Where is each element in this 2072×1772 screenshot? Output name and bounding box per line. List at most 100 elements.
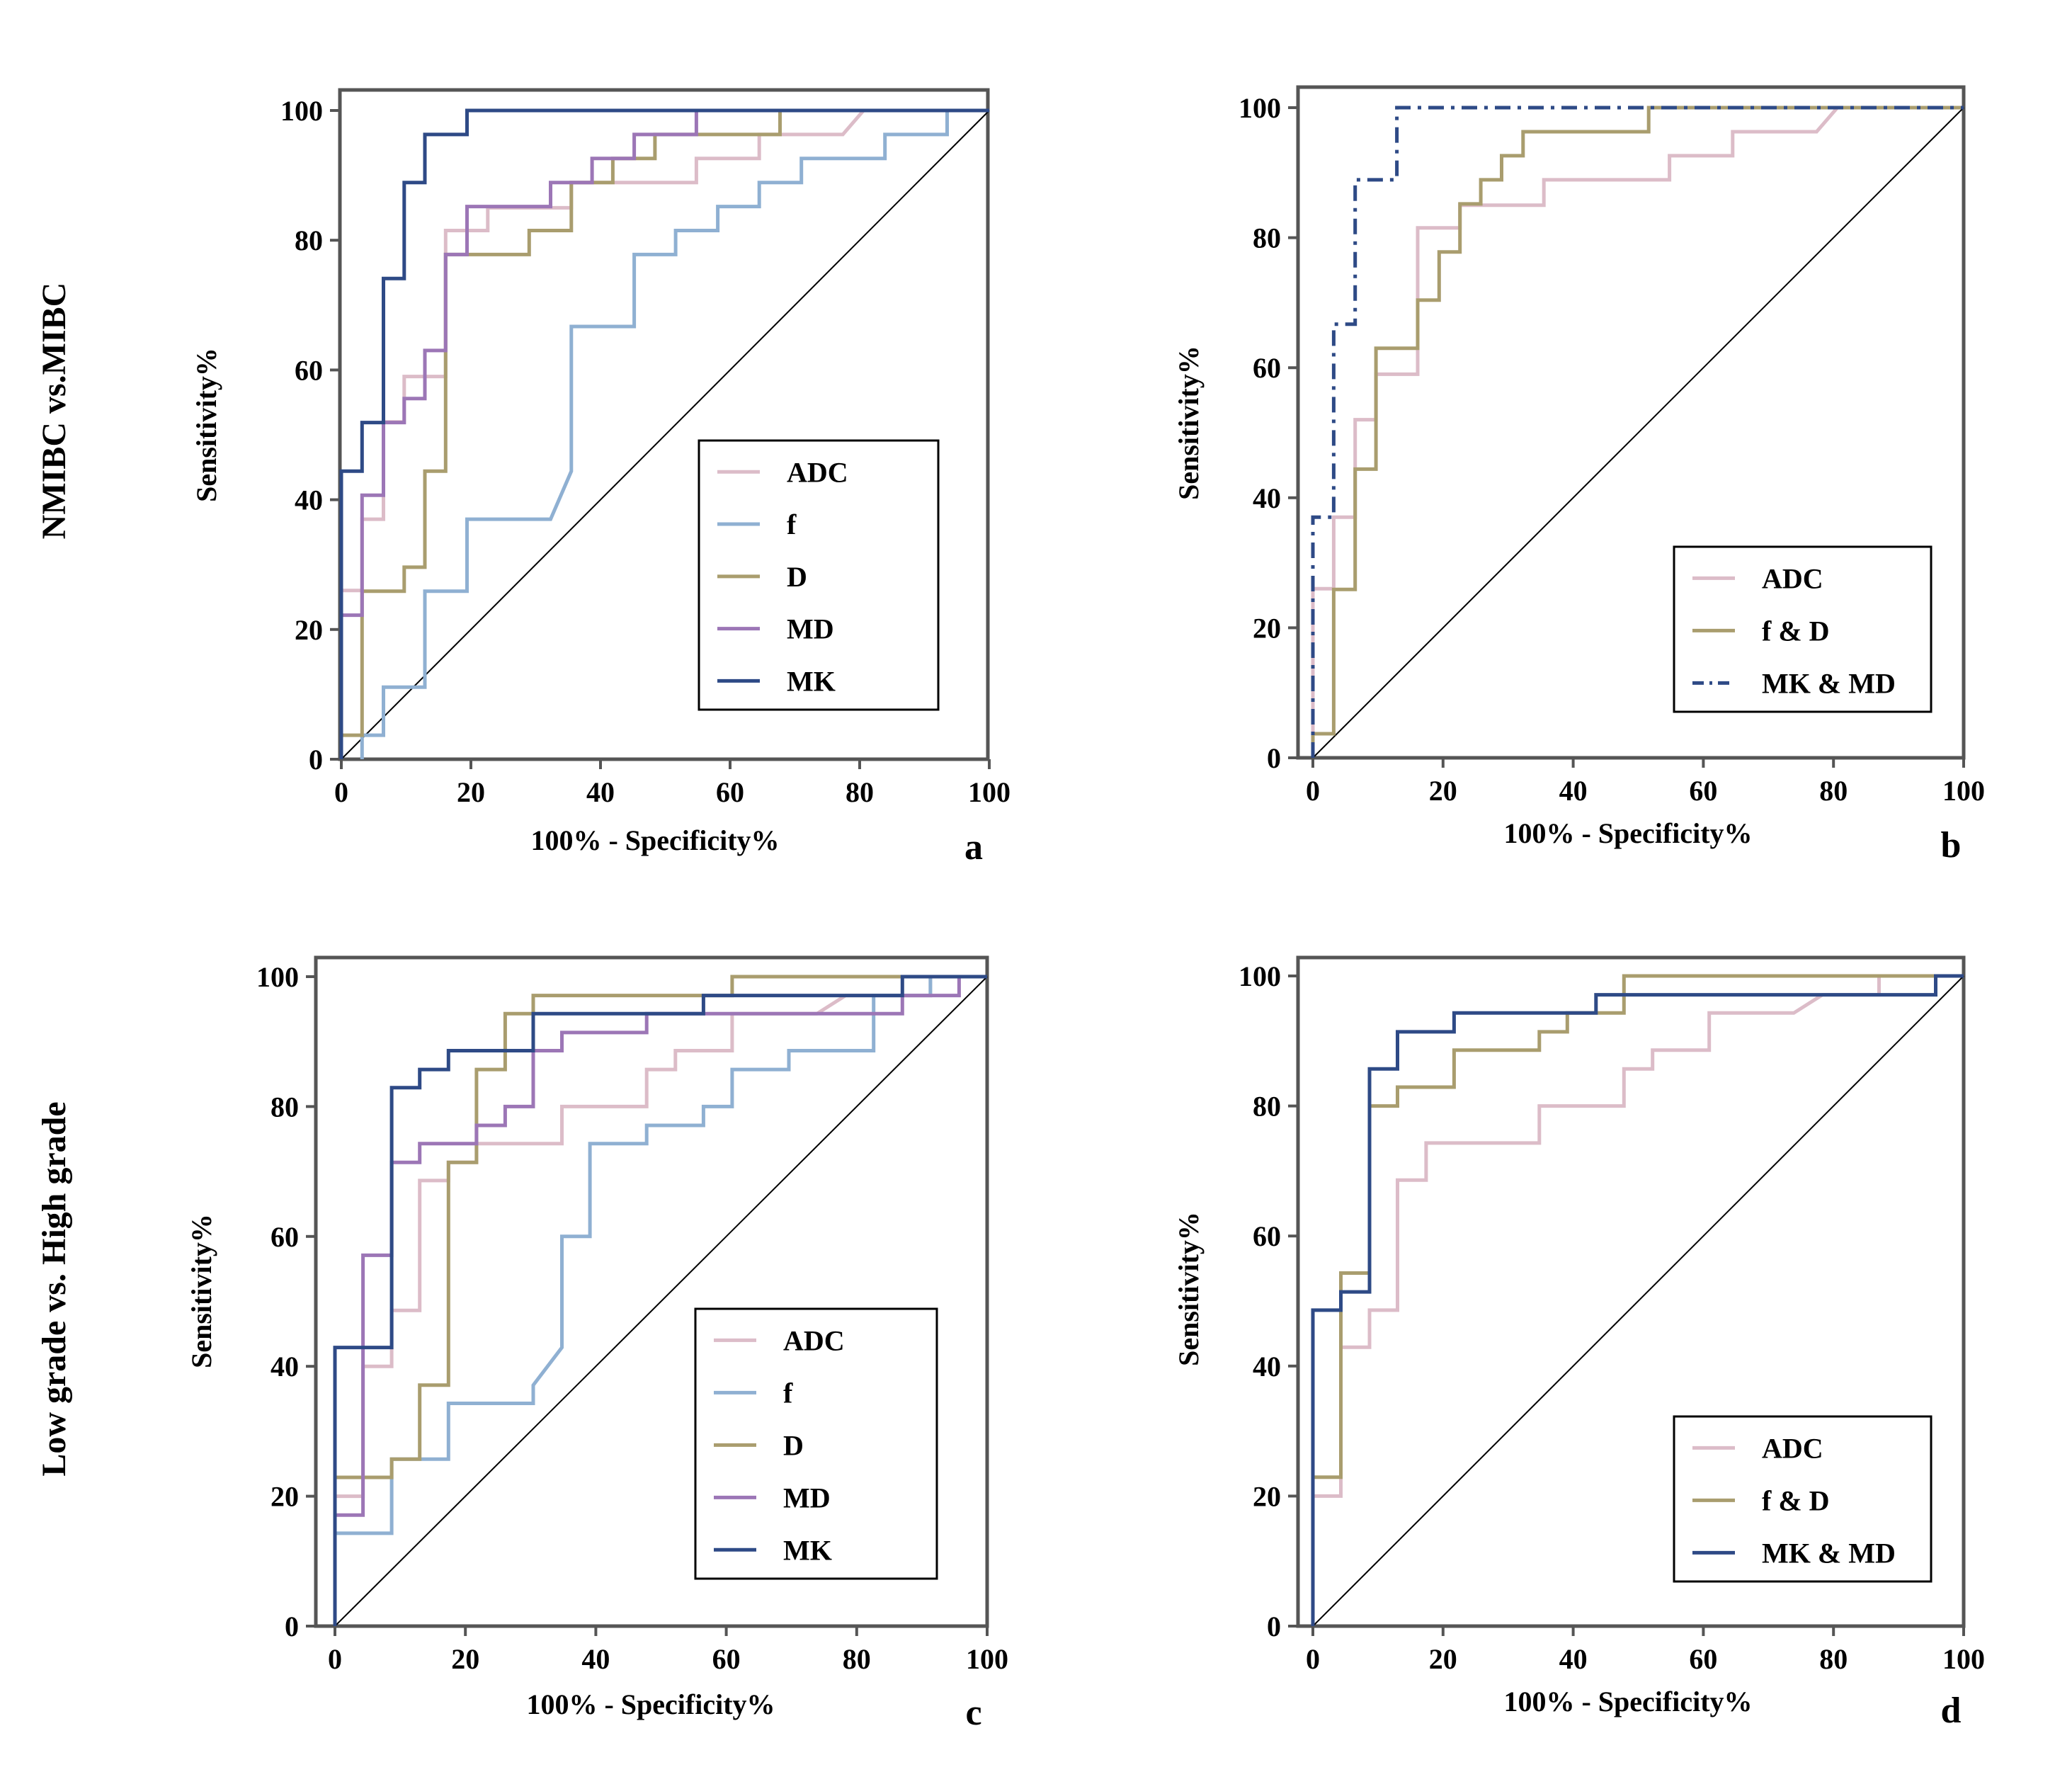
y-tick-label: 60 bbox=[1253, 352, 1281, 384]
x-tick-label: 0 bbox=[328, 1643, 342, 1675]
legend-label: f bbox=[783, 1377, 793, 1409]
chart-panel-c: 0 20 40 60 80 100 0 20 40 60 80 100 100% - Specifici… bbox=[186, 955, 1008, 1733]
x-axis-title: 100% - Specificity% bbox=[526, 1688, 775, 1720]
series-line-f bbox=[360, 108, 989, 759]
x-tick-label: 20 bbox=[451, 1643, 479, 1675]
y-tick-label: 40 bbox=[295, 484, 323, 516]
row-label-top: NMIBC vs.MIBC bbox=[35, 283, 73, 540]
series-line-mk-md bbox=[1311, 974, 1964, 1626]
legend: ADC fD MD MK bbox=[694, 1307, 938, 1580]
y-tick-label: 0 bbox=[285, 1611, 299, 1642]
chart-panel-b: 0 20 40 60 80 100 0 20 40 60 80 100 100% - Specifici… bbox=[1173, 85, 1985, 865]
x-tick-label: 80 bbox=[843, 1643, 871, 1675]
panel-letter: a bbox=[964, 827, 983, 868]
x-tick-label: 100 bbox=[1942, 1643, 1985, 1675]
y-tick-label: 100 bbox=[1239, 92, 1281, 124]
legend: ADC f & D MK & MD bbox=[1673, 545, 1932, 713]
series-line-d bbox=[339, 108, 989, 759]
x-tick-label: 40 bbox=[581, 1643, 610, 1675]
y-axis-title: Sensitivity% bbox=[190, 348, 222, 502]
y-tick-label: 20 bbox=[295, 614, 323, 646]
y-tick-label: 80 bbox=[1253, 1091, 1281, 1123]
series-line-mk-md bbox=[1311, 106, 1964, 758]
reference-diagonal bbox=[1312, 107, 1964, 759]
chart-panel-a: 0 20 40 60 80 100 0 20 40 60 80 100 100% - Specifici… bbox=[190, 88, 1011, 868]
y-tick-label: 20 bbox=[1253, 612, 1281, 644]
legend-label: ADC bbox=[1762, 562, 1823, 594]
legend-label: D bbox=[783, 1429, 804, 1461]
y-tick-label: 100 bbox=[1239, 960, 1281, 992]
y-tick-label: 100 bbox=[280, 95, 323, 127]
x-tick-label: 100 bbox=[966, 1643, 1008, 1675]
legend-label: MD bbox=[787, 613, 834, 645]
panels: 0 20 40 60 80 100 0 20 40 60 80 100 100% - Specifici… bbox=[186, 85, 1985, 1733]
x-tick-label: 20 bbox=[1429, 775, 1457, 807]
y-tick-label: 40 bbox=[271, 1351, 299, 1382]
x-tick-label: 40 bbox=[586, 776, 615, 808]
series-line-d bbox=[333, 975, 987, 1626]
series-line-mk bbox=[333, 975, 987, 1626]
x-tick-label: 0 bbox=[1306, 1643, 1320, 1675]
legend-label: ADC bbox=[1762, 1432, 1823, 1464]
y-tick-label: 80 bbox=[271, 1091, 299, 1123]
plot-frame bbox=[1296, 955, 1966, 1628]
legend: ADC fD MD MK bbox=[698, 439, 940, 711]
legend-label: ADC bbox=[787, 456, 848, 488]
reference-diagonal bbox=[334, 976, 988, 1627]
series-line-f-d bbox=[1311, 106, 1964, 758]
y-tick-label: 100 bbox=[256, 961, 299, 993]
plot-frame bbox=[314, 955, 989, 1628]
x-axis-title: 100% - Specificity% bbox=[1503, 1686, 1752, 1717]
legend-label: MK bbox=[787, 665, 836, 697]
y-tick-label: 80 bbox=[295, 225, 323, 256]
panel-letter: c bbox=[965, 1693, 981, 1733]
x-tick-label: 80 bbox=[1819, 775, 1848, 807]
y-tick-label: 0 bbox=[1267, 1611, 1281, 1642]
panel-letter: b bbox=[1941, 825, 1962, 865]
y-tick-label: 60 bbox=[1253, 1220, 1281, 1252]
series-line-mk bbox=[339, 108, 989, 759]
x-tick-label: 20 bbox=[1429, 1643, 1457, 1675]
y-tick-label: 40 bbox=[1253, 1351, 1281, 1382]
x-tick-label: 60 bbox=[716, 776, 744, 808]
series-line-adc bbox=[339, 108, 989, 759]
x-axis-title: 100% - Specificity% bbox=[530, 824, 779, 856]
y-tick-label: 0 bbox=[309, 744, 323, 776]
x-tick-label: 40 bbox=[1559, 1643, 1588, 1675]
x-tick-label: 80 bbox=[1819, 1643, 1848, 1675]
x-tick-label: 40 bbox=[1559, 775, 1588, 807]
legend-label: ADC bbox=[783, 1324, 845, 1356]
y-tick-label: 20 bbox=[271, 1481, 299, 1513]
x-tick-label: 100 bbox=[968, 776, 1011, 808]
x-tick-label: 0 bbox=[334, 776, 348, 808]
y-tick-label: 20 bbox=[1253, 1480, 1281, 1512]
y-tick-label: 60 bbox=[271, 1221, 299, 1253]
plot-frame bbox=[1296, 85, 1966, 760]
legend-label: f & D bbox=[1762, 1484, 1830, 1516]
legend-label: MD bbox=[783, 1482, 831, 1513]
row-label-bottom: Low grade vs. High grade bbox=[35, 1101, 73, 1476]
x-tick-label: 0 bbox=[1306, 775, 1320, 807]
y-axis-title: Sensitivity% bbox=[1173, 346, 1205, 500]
reference-diagonal bbox=[341, 110, 990, 760]
y-tick-label: 60 bbox=[295, 354, 323, 386]
series-line-adc bbox=[1311, 974, 1964, 1626]
panel-letter: d bbox=[1941, 1691, 1962, 1731]
y-tick-label: 0 bbox=[1267, 742, 1281, 774]
legend-label: MK & MD bbox=[1762, 1537, 1896, 1569]
plot-frame bbox=[338, 88, 990, 761]
x-axis-title: 100% - Specificity% bbox=[1503, 817, 1752, 849]
legend-label: MK & MD bbox=[1762, 667, 1896, 699]
x-tick-label: 60 bbox=[712, 1643, 741, 1675]
series-line-f bbox=[333, 975, 987, 1626]
legend-label: MK bbox=[783, 1534, 832, 1566]
y-axis-title: Sensitivity% bbox=[1173, 1212, 1205, 1366]
legend-label: f & D bbox=[1762, 615, 1830, 647]
x-tick-label: 60 bbox=[1689, 775, 1717, 807]
y-tick-label: 80 bbox=[1253, 222, 1281, 254]
chart-panel-d: 0 20 40 60 80 100 0 20 40 60 80 100 100% - Specifici… bbox=[1173, 955, 1985, 1731]
legend: ADC f & D MK & MD bbox=[1673, 1415, 1932, 1583]
x-tick-label: 80 bbox=[846, 776, 874, 808]
x-tick-label: 20 bbox=[457, 776, 485, 808]
